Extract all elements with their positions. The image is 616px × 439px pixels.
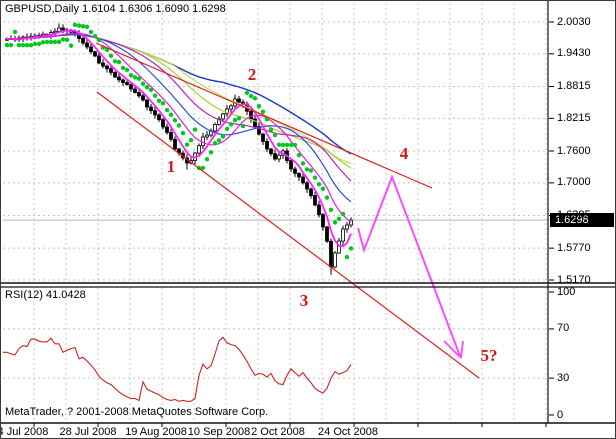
price-tick-label: 1.8215 — [557, 111, 591, 124]
price-tick-label: 1.5770 — [557, 241, 591, 254]
wave-label[interactable]: 2 — [247, 65, 257, 84]
date-tick-label: 10 Sep 2008 — [187, 426, 251, 438]
copyright-text: MetaTrader, ? 2001-2008 MetaQuotes Softw… — [5, 406, 269, 418]
date-tick-label: 2 Oct 2008 — [251, 426, 305, 438]
date-tick-label: 19 Aug 2008 — [125, 426, 187, 438]
wave-label[interactable]: 4 — [399, 144, 409, 163]
wave-label[interactable]: 1 — [166, 157, 176, 176]
price-tick-label: 1.8815 — [557, 80, 591, 92]
grid-lines — [3, 3, 547, 422]
wave-label[interactable]: 3 — [299, 291, 309, 310]
chart-title: GBPUSD,Daily 1.6104 1.6306 1.6090 1.6298 — [5, 3, 226, 15]
date-tick-label: 4 Jul 2008 — [0, 426, 49, 438]
candlestick-series — [5, 23, 353, 275]
rsi-scale-label: 70 — [557, 322, 570, 335]
scale-tick-marks — [33, 21, 554, 427]
parabolic-sar-dots — [4, 22, 354, 260]
rsi-scale-label: 0 — [557, 408, 564, 421]
rsi-indicator-label: RSI(12) 41.0428 — [5, 289, 86, 301]
wave-label[interactable]: 5? — [480, 346, 498, 365]
price-tick-label: 1.9430 — [557, 47, 591, 60]
current-price-box: 1.6298 — [550, 213, 614, 228]
moving-average-lines — [6, 29, 352, 248]
price-tick-label: 1.6385 — [557, 209, 591, 221]
date-tick-label: 24 Oct 2008 — [318, 426, 378, 438]
current-price-value: 1.6298 — [555, 214, 589, 227]
price-tick-label: 1.7600 — [557, 144, 591, 157]
rsi-line — [3, 336, 352, 402]
rsi-scale-label: 30 — [557, 371, 570, 384]
date-tick-label: 28 Jul 2008 — [59, 426, 117, 438]
price-tick-label: 1.7000 — [557, 176, 591, 189]
rsi-scale-label: 100 — [557, 285, 576, 298]
pane-borders — [1, 1, 615, 424]
zigzag-projection-arrow[interactable] — [357, 174, 464, 359]
price-tick-label: 2.0030 — [557, 15, 591, 28]
trendline-objects[interactable] — [95, 42, 480, 379]
price-tick-label: 1.5170 — [557, 273, 591, 286]
